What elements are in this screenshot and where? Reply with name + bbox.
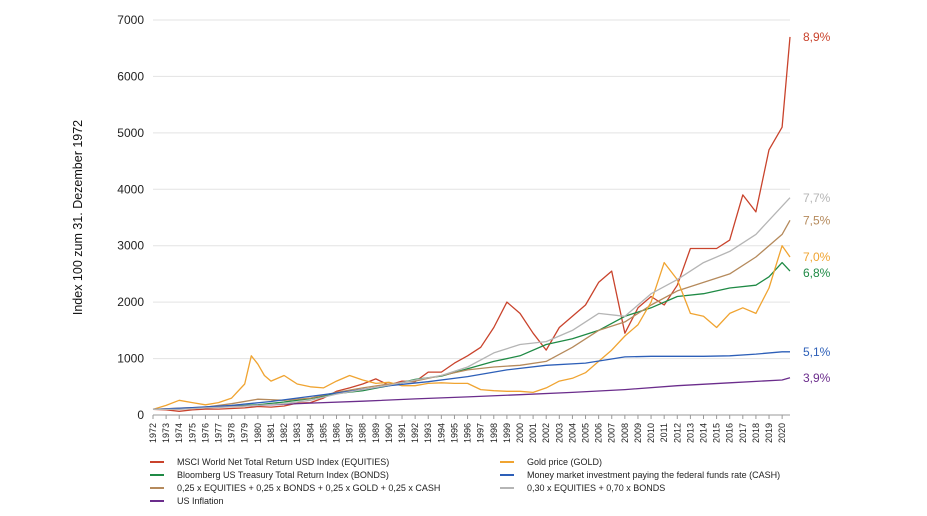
x-tick-label: 1992 (410, 423, 420, 443)
x-tick-label: 1994 (436, 423, 446, 443)
x-tick-label: 1996 (463, 423, 473, 443)
end-labels: 8,9% 7,7% 7,5% 7,0% 6,8% 5,1% 3,9% (803, 30, 831, 385)
y-axis-label: Index 100 zum 31. Dezember 1972 (71, 120, 85, 315)
x-tick-label: 1990 (384, 423, 394, 443)
x-tick-label: 2000 (515, 423, 525, 443)
x-tick-label: 1973 (161, 423, 171, 443)
x-tick-label: 2012 (672, 423, 682, 443)
x-tick-label: 2020 (777, 423, 787, 443)
x-tick-label: 2015 (712, 423, 722, 443)
x-tick-label: 2003 (554, 423, 564, 443)
y-axis-ticks: 0 1000 2000 3000 4000 5000 6000 7000 (117, 13, 144, 422)
x-tick-label: 2018 (751, 423, 761, 443)
x-tick-label: 1978 (227, 423, 237, 443)
x-tick-label: 2004 (567, 423, 577, 443)
legend-label: 0,25 x EQUITIES + 0,25 x BONDS + 0,25 x … (177, 483, 440, 493)
x-tick-label: 2016 (725, 423, 735, 443)
x-tick-label: 1999 (502, 423, 512, 443)
x-tick-label: 1972 (148, 423, 158, 443)
x-tick-label: 2019 (764, 423, 774, 443)
y-tick-label: 5000 (117, 126, 144, 140)
x-tick-label: 2014 (698, 423, 708, 443)
x-tick-label: 1998 (489, 423, 499, 443)
x-tick-label: 1995 (449, 423, 459, 443)
x-tick-label: 2013 (685, 423, 695, 443)
x-tick-label: 1989 (371, 423, 381, 443)
end-label-2: 7,5% (803, 213, 831, 227)
legend-label: Gold price (GOLD) (527, 457, 602, 467)
x-axis: 1972 1973 1974 1975 1976 1977 1978 1979 1980 1981… (148, 415, 787, 443)
x-tick-label: 2009 (633, 423, 643, 443)
y-tick-label: 1000 (117, 352, 144, 366)
end-label-3: 3,9% (803, 371, 831, 385)
x-tick-label: 1980 (253, 423, 263, 443)
x-tick-label: 2011 (659, 423, 669, 442)
y-tick-label: 6000 (117, 69, 144, 83)
x-tick-label: 1982 (279, 423, 289, 443)
x-tick-label: 2010 (646, 423, 656, 443)
end-label-1: 6,8% (803, 266, 831, 280)
x-tick-label: 1993 (423, 423, 433, 443)
series-line-5 (152, 351, 790, 411)
x-tick-label: 1991 (397, 423, 407, 443)
x-tick-label: 1979 (240, 423, 250, 443)
x-tick-label: 1981 (266, 423, 276, 443)
series-line-4 (152, 245, 791, 411)
series-line-1 (152, 261, 791, 411)
end-label-4: 7,0% (803, 250, 831, 264)
legend-label: US Inflation (177, 496, 224, 506)
x-tick-label: 1975 (187, 423, 197, 443)
legend-label: Bloomberg US Treasury Total Return Index… (177, 470, 389, 480)
grid-lines (153, 19, 790, 416)
x-tick-label: 1984 (305, 423, 315, 443)
end-label-6: 7,7% (803, 191, 831, 205)
x-tick-label: 1985 (318, 423, 328, 443)
series-line-6 (153, 197, 791, 411)
x-tick-label: 1987 (345, 423, 355, 443)
y-tick-label: 7000 (117, 13, 144, 27)
x-tick-label: 2007 (607, 423, 617, 443)
legend: MSCI World Net Total Return USD Index (E… (150, 457, 780, 506)
x-tick-label: 2006 (594, 423, 604, 443)
x-tick-label: 2005 (581, 423, 591, 443)
x-tick-label: 1976 (200, 423, 210, 443)
legend-label: Money market investment paying the feder… (527, 470, 780, 480)
series-lines (152, 36, 791, 412)
x-tick-label: 2008 (620, 423, 630, 443)
x-tick-label: 1988 (358, 423, 368, 443)
x-tick-label: 1977 (214, 423, 224, 443)
x-tick-label: 2002 (541, 423, 551, 443)
legend-label: 0,30 x EQUITIES + 0,70 x BONDS (527, 483, 665, 493)
x-tick-label: 2017 (738, 423, 748, 443)
y-tick-label: 4000 (117, 182, 144, 196)
x-tick-label: 1997 (476, 423, 486, 443)
series-line-2 (152, 219, 791, 411)
end-label-0: 8,9% (803, 30, 831, 44)
legend-label: MSCI World Net Total Return USD Index (E… (177, 457, 389, 467)
x-tick-label: 1986 (331, 423, 341, 443)
y-tick-label: 3000 (117, 239, 144, 253)
series-line-0 (152, 36, 791, 412)
x-tick-label: 2001 (528, 423, 538, 443)
end-label-5: 5,1% (803, 345, 831, 359)
y-tick-label: 0 (137, 408, 144, 422)
x-tick-label: 1983 (292, 423, 302, 443)
x-tick-label: 1974 (174, 423, 184, 443)
y-tick-label: 2000 (117, 295, 144, 309)
